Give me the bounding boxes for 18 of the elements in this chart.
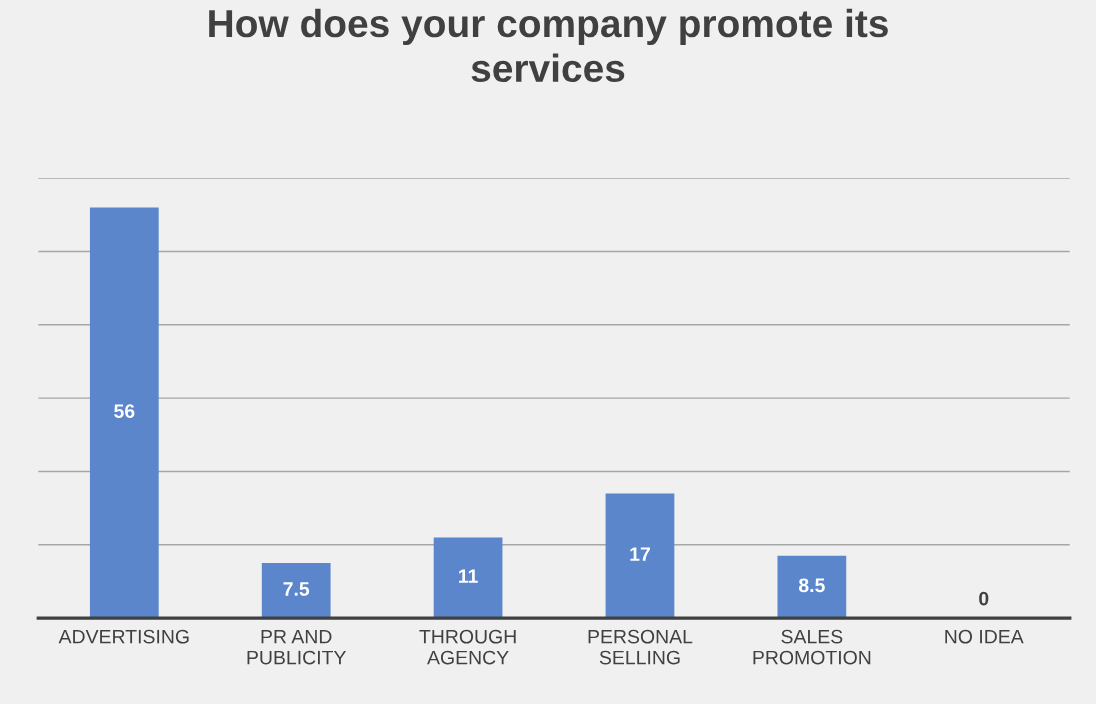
bar [605,493,675,619]
x-tick-label: THROUGH AGENCY [419,629,516,665]
chart-title: How does your company promote its services [209,8,888,83]
bar [433,537,503,619]
data-label: 8.5 [798,578,825,593]
bar [89,207,159,619]
x-tick-label: PERSONAL SELLING [588,629,693,665]
data-label: 17 [630,547,650,561]
data-label: 0 [979,591,989,606]
bar [261,563,331,619]
data-label: 7.5 [283,582,310,596]
x-tick-label: PR AND PUBLICITY [247,629,347,665]
data-label: 11 [459,569,478,583]
x-tick-label: SALES PROMOTION [753,629,871,665]
data-label: 56 [114,404,135,418]
bar [777,555,847,619]
x-tick-label: ADVERTISING [58,629,189,644]
x-tick-label: NO IDEA [945,629,1024,644]
